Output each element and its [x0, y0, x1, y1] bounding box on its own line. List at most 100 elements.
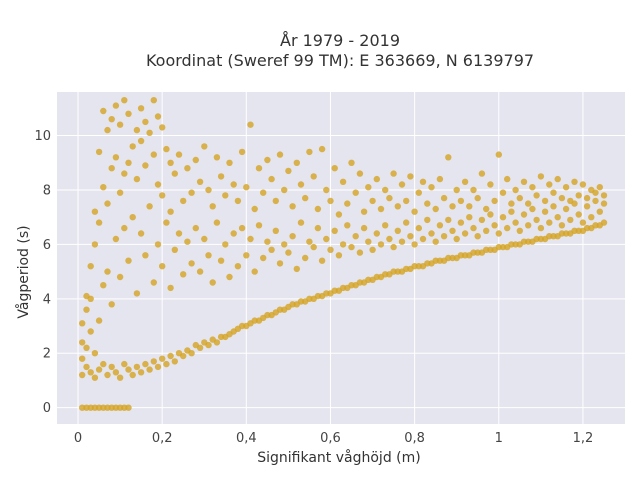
data-point: [386, 235, 393, 243]
data-point: [449, 227, 456, 234]
data-point: [579, 219, 587, 226]
data-point: [146, 366, 153, 373]
data-point: [255, 165, 263, 172]
data-point: [550, 203, 557, 210]
data-point: [142, 360, 149, 368]
data-point: [121, 97, 128, 104]
data-point: [247, 235, 254, 243]
data-point: [180, 271, 187, 278]
data-point: [87, 295, 94, 302]
data-point: [108, 116, 115, 123]
data-point: [201, 235, 208, 243]
data-point: [205, 252, 212, 259]
data-point: [571, 178, 578, 185]
data-point: [272, 227, 279, 234]
data-point: [541, 208, 549, 215]
y-tick-label: 0: [43, 401, 51, 416]
data-point: [205, 341, 212, 349]
data-point: [386, 194, 393, 202]
chart-title-line2: Koordinat (Sweref 99 TM): E 363669, N 61…: [146, 51, 534, 70]
data-point: [331, 227, 338, 234]
data-point: [87, 263, 94, 270]
data-point: [504, 224, 511, 232]
data-point: [175, 230, 183, 237]
data-point: [83, 306, 90, 313]
data-point: [159, 263, 166, 270]
y-axis-ticks: 0 2 4 6 8 10: [34, 129, 51, 416]
data-point: [116, 121, 124, 128]
data-point: [360, 208, 368, 215]
data-point: [79, 371, 86, 379]
data-point: [373, 175, 380, 183]
data-point: [600, 200, 608, 207]
data-point: [184, 238, 191, 245]
data-point: [205, 186, 212, 194]
data-point: [79, 355, 86, 362]
data-point: [483, 227, 490, 234]
chart-title-line1: År 1979 - 2019: [280, 31, 400, 50]
data-point: [251, 268, 258, 275]
data-point: [419, 235, 427, 243]
data-point: [196, 178, 204, 185]
data-point: [297, 181, 305, 188]
data-point: [499, 214, 507, 221]
data-point: [247, 121, 254, 128]
data-point: [180, 197, 187, 205]
data-point: [171, 170, 178, 177]
data-point: [453, 186, 460, 194]
data-point: [419, 178, 427, 185]
data-point: [251, 205, 258, 213]
data-point: [137, 105, 145, 112]
data-point: [579, 181, 587, 188]
data-point: [100, 282, 107, 289]
data-point: [95, 317, 103, 324]
data-point: [217, 173, 225, 180]
data-point: [100, 184, 107, 191]
data-point: [255, 222, 263, 229]
data-point: [533, 216, 540, 224]
data-point: [411, 208, 418, 215]
data-point: [209, 279, 216, 286]
data-point: [302, 254, 309, 262]
data-point: [188, 350, 195, 357]
data-point: [344, 200, 351, 207]
data-point: [91, 241, 99, 248]
data-point: [133, 363, 141, 371]
data-point: [121, 360, 128, 368]
data-point: [571, 200, 578, 207]
data-point: [222, 241, 229, 248]
data-point: [91, 208, 99, 215]
data-point: [100, 107, 107, 115]
data-point: [180, 352, 187, 360]
data-point: [209, 203, 216, 210]
data-point: [142, 162, 149, 169]
data-point: [550, 189, 557, 196]
data-point: [365, 238, 372, 245]
data-point: [226, 159, 233, 166]
data-point: [146, 203, 153, 210]
data-point: [583, 194, 591, 202]
x-tick-label: 0,2: [152, 431, 173, 446]
y-tick-label: 10: [34, 129, 51, 144]
data-point: [137, 230, 145, 237]
data-point: [95, 366, 103, 373]
x-tick-label: 1: [495, 431, 503, 446]
data-point: [583, 203, 591, 210]
data-point: [390, 243, 397, 251]
data-point: [394, 227, 401, 234]
data-point: [470, 224, 477, 232]
x-tick-label: 0,8: [404, 431, 425, 446]
data-point: [592, 189, 599, 196]
data-point: [520, 211, 528, 218]
data-point: [159, 192, 166, 199]
data-point: [95, 219, 103, 226]
data-point: [365, 184, 372, 191]
data-point: [562, 184, 570, 191]
data-point: [234, 263, 242, 270]
data-point: [323, 186, 330, 194]
data-point: [116, 374, 124, 381]
data-point: [276, 260, 284, 267]
data-point: [137, 369, 145, 376]
data-point: [335, 211, 343, 218]
